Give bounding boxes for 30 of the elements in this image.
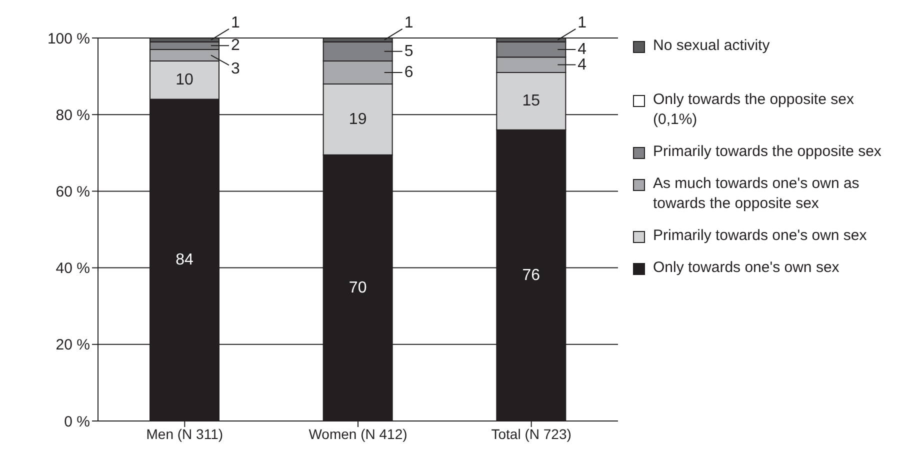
x-tick-label: Women (N 412) — [308, 426, 408, 442]
x-tick-label: Men (N 311) — [146, 426, 224, 442]
data-label: 6 — [404, 64, 414, 81]
legend-label: Primarily towards the opposite sex — [653, 142, 882, 162]
y-tick-label: 40 % — [56, 260, 90, 278]
x-tick-label: Total (N 723) — [491, 426, 572, 442]
data-label: 4 — [578, 40, 587, 58]
data-label: 1 — [404, 14, 414, 32]
data-label: 2 — [231, 37, 240, 54]
data-label: 19 — [348, 110, 367, 128]
legend-label: No sexual activity — [653, 36, 770, 56]
y-tick-label: 100 % — [47, 30, 90, 48]
y-tick-label: 0 % — [64, 413, 90, 430]
data-label: 4 — [578, 56, 587, 74]
y-tick-label: 20 % — [56, 336, 90, 354]
y-tick-label: 60 % — [56, 184, 90, 201]
legend-label: Only towards the opposite sex (0,1%) — [653, 90, 855, 130]
data-label: 3 — [231, 60, 240, 78]
legend-label: Only towards one's own sex — [653, 258, 840, 278]
data-label: 5 — [404, 42, 414, 60]
data-label: 1 — [231, 14, 240, 32]
data-label: 15 — [522, 92, 540, 110]
y-tick-label: 80 % — [56, 106, 90, 124]
data-label: 1 — [578, 14, 587, 32]
legend-label: Primarily towards one's own sex — [653, 226, 867, 246]
data-label: 70 — [348, 279, 367, 296]
data-label: 76 — [522, 266, 540, 284]
data-label: 84 — [176, 252, 194, 269]
legend-label: As much towards one's own as towards the opposite sex — [653, 174, 860, 214]
data-label: 10 — [176, 72, 194, 89]
